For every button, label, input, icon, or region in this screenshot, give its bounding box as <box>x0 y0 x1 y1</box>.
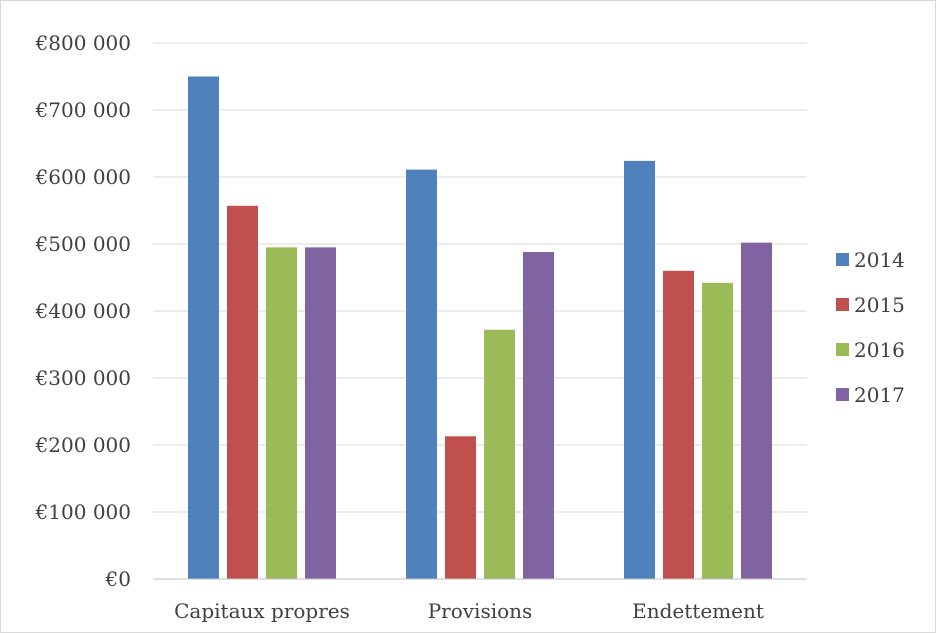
y-tick-label: €0 <box>105 567 131 591</box>
x-axis-ticks: Capitaux propres Provisions Endettement <box>174 599 764 623</box>
legend-label: 2015 <box>854 293 905 317</box>
x-tick-label: Capitaux propres <box>174 599 350 623</box>
legend-swatch-2016 <box>836 343 849 356</box>
bar-2017-1 <box>523 252 554 580</box>
y-tick-label: €600 000 <box>35 165 131 189</box>
bar-2015-0 <box>227 205 258 579</box>
y-tick-label: €300 000 <box>35 366 131 390</box>
y-tick-label: €500 000 <box>35 232 131 256</box>
legend-swatch-2017 <box>836 388 849 401</box>
y-tick-label: €100 000 <box>35 500 131 524</box>
gridlines <box>153 42 807 513</box>
legend-label: 2016 <box>854 338 905 362</box>
bars <box>188 76 772 580</box>
y-tick-label: €800 000 <box>35 31 131 55</box>
bar-2016-1 <box>484 329 515 579</box>
y-tick-label: €700 000 <box>35 98 131 122</box>
legend-swatch-2015 <box>836 298 849 311</box>
bar-2015-1 <box>445 436 476 579</box>
x-tick-label: Endettement <box>632 599 764 623</box>
bar-2016-0 <box>266 247 297 579</box>
bar-2014-2 <box>624 160 655 580</box>
legend: 2014 2015 2016 2017 <box>836 248 905 407</box>
y-axis-ticks: €0 €100 000 €200 000 €300 000 €400 000 €500 0… <box>35 31 131 591</box>
legend-label: 2017 <box>854 383 905 407</box>
y-tick-label: €400 000 <box>35 299 131 323</box>
bar-2017-2 <box>741 242 772 579</box>
bar-2014-0 <box>188 76 219 579</box>
bar-2015-2 <box>663 270 694 579</box>
legend-label: 2014 <box>854 248 905 272</box>
x-tick-label: Provisions <box>428 599 533 623</box>
y-tick-label: €200 000 <box>35 433 131 457</box>
bar-2017-0 <box>305 247 336 579</box>
bar-2014-1 <box>406 169 437 579</box>
legend-swatch-2014 <box>836 253 849 266</box>
bar-2016-2 <box>702 282 733 579</box>
